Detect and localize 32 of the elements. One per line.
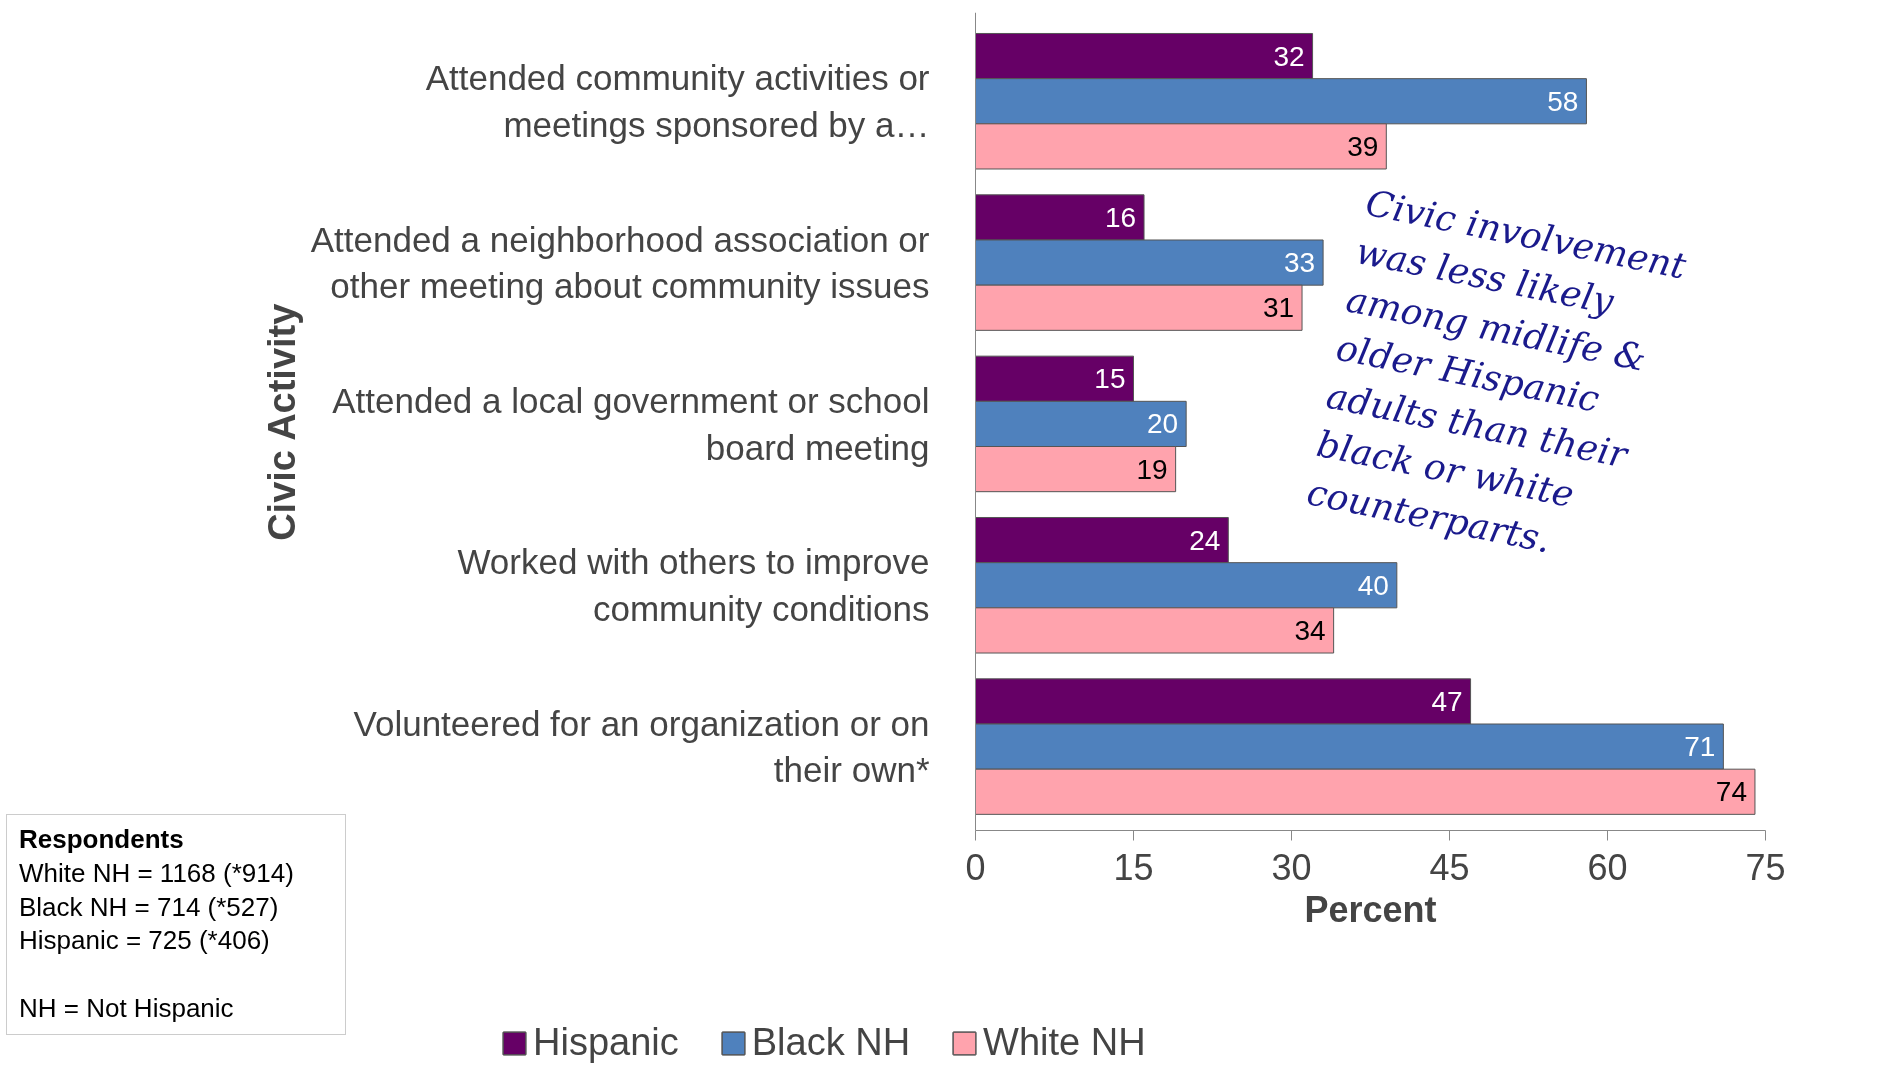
y-tick-label: Attended community activities or meetings sponsored by a… [425,58,930,145]
data-label: 34 [1294,614,1326,646]
y-tick-label: Volunteered for an organization or on their own* [353,703,930,790]
legend-label: White NH [983,1021,1146,1064]
legend-label: Black NH [751,1021,911,1064]
text: Respondents White NH = 1168 (*914) Black NH = 714 (*527) Hispanic = 725 (*406) NH = Not Hispanic [19,824,294,1023]
x-tick-label: 75 [1745,847,1786,889]
y-tick-label: Attended a neighborhood association or other meeting about community issues [310,219,930,306]
y-tick-label: Attended a local government or school board meeting [332,381,930,467]
x-tick-label: 45 [1429,847,1470,889]
data-label: 47 [1431,685,1463,717]
data-label: 24 [1189,524,1221,556]
data-label: 33 [1283,247,1316,279]
data-label: 74 [1715,776,1747,808]
x-tick-label: 15 [1113,847,1154,889]
y-axis-title: Civic Activity [260,303,303,541]
data-label: 19 [1136,453,1168,485]
data-label: 15 [1094,363,1126,395]
x-axis-title: Percent [1304,888,1437,930]
y-tick-label: Worked with others to improve community conditions [457,542,930,629]
data-label: 31 [1262,292,1295,324]
x-tick-label: 0 [965,847,986,889]
x-tick-label: 60 [1587,847,1628,889]
data-label: 16 [1104,201,1137,233]
data-label: 71 [1684,731,1716,763]
data-label: 32 [1273,40,1305,72]
data-label: 40 [1357,569,1389,601]
x-tick-label: 30 [1271,847,1312,889]
data-label: 58 [1547,85,1579,117]
data-label: 39 [1347,130,1379,162]
legend-label: Hispanic [533,1021,679,1064]
data-label: 20 [1147,408,1179,440]
